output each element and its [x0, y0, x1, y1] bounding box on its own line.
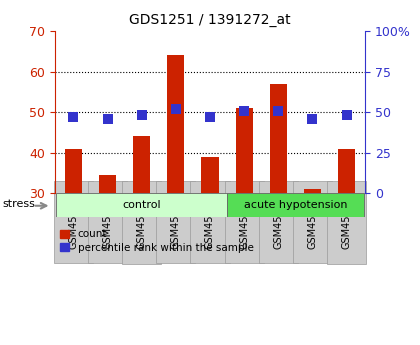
Bar	[270, 84, 287, 193]
Point	[70, 114, 77, 120]
Text: control: control	[122, 200, 161, 210]
Point	[275, 108, 282, 113]
Legend: count, percentile rank within the sample: count, percentile rank within the sample	[60, 229, 253, 253]
Bar	[236, 108, 253, 193]
Bar	[65, 149, 82, 193]
Point	[241, 109, 247, 114]
Point	[309, 116, 316, 121]
Text: stress: stress	[3, 199, 36, 209]
Point	[104, 116, 111, 121]
Point	[138, 112, 145, 117]
Bar	[304, 189, 321, 193]
Point	[207, 114, 213, 120]
Bar	[56, 193, 227, 217]
Point	[343, 112, 350, 117]
Bar	[133, 136, 150, 193]
Point	[173, 106, 179, 112]
Bar	[99, 175, 116, 193]
Bar	[338, 149, 355, 193]
Bar	[227, 193, 364, 217]
Bar	[167, 55, 184, 193]
Bar	[202, 157, 218, 193]
Text: acute hypotension: acute hypotension	[244, 200, 347, 210]
Title: GDS1251 / 1391272_at: GDS1251 / 1391272_at	[129, 13, 291, 27]
